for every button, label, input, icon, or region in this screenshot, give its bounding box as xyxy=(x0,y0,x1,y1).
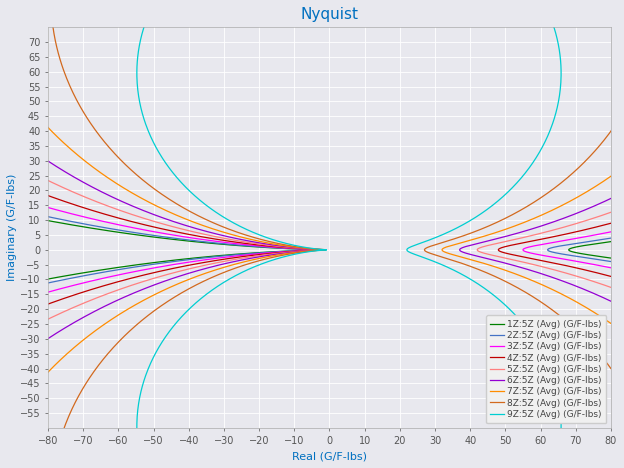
2Z:5Z (Avg) (G/F-lbs) xyxy=(281,249,288,254)
7Z:5Z (Avg) (G/F-lbs) xyxy=(320,247,328,252)
2Z:5Z (Avg) (G/F-lbs) xyxy=(314,247,322,252)
2Z:5Z (Avg) (G/F-lbs) xyxy=(88,222,95,228)
3Z:5Z (Avg) (G/F-lbs) xyxy=(318,247,325,253)
8Z:5Z (Avg) (G/F-lbs) xyxy=(322,247,329,253)
4Z:5Z (Avg) (G/F-lbs) xyxy=(291,249,298,254)
Line: 8Z:5Z (Avg) (G/F-lbs): 8Z:5Z (Avg) (G/F-lbs) xyxy=(51,0,624,468)
7Z:5Z (Avg) (G/F-lbs) xyxy=(321,247,328,253)
2Z:5Z (Avg) (G/F-lbs) xyxy=(298,248,305,253)
6Z:5Z (Avg) (G/F-lbs) xyxy=(319,247,326,252)
6Z:5Z (Avg) (G/F-lbs) xyxy=(299,249,306,254)
9Z:5Z (Avg) (G/F-lbs) xyxy=(246,228,254,234)
1Z:5Z (Avg) (G/F-lbs) xyxy=(313,247,321,252)
7Z:5Z (Avg) (G/F-lbs) xyxy=(198,272,206,278)
2Z:5Z (Avg) (G/F-lbs) xyxy=(316,247,324,253)
1Z:5Z (Avg) (G/F-lbs) xyxy=(276,249,284,254)
3Z:5Z (Avg) (G/F-lbs) xyxy=(100,275,107,281)
2Z:5Z (Avg) (G/F-lbs) xyxy=(316,247,324,253)
4Z:5Z (Avg) (G/F-lbs) xyxy=(304,248,311,253)
6Z:5Z (Avg) (G/F-lbs) xyxy=(320,247,328,253)
3Z:5Z (Avg) (G/F-lbs) xyxy=(116,222,124,228)
Legend: 1Z:5Z (Avg) (G/F-lbs), 2Z:5Z (Avg) (G/F-lbs), 3Z:5Z (Avg) (G/F-lbs), 4Z:5Z (Avg): 1Z:5Z (Avg) (G/F-lbs), 2Z:5Z (Avg) (G/F-… xyxy=(485,315,607,424)
9Z:5Z (Avg) (G/F-lbs) xyxy=(316,248,323,253)
7Z:5Z (Avg) (G/F-lbs) xyxy=(311,248,319,253)
Y-axis label: Imaginary (G/F-lbs): Imaginary (G/F-lbs) xyxy=(7,174,17,281)
4Z:5Z (Avg) (G/F-lbs) xyxy=(130,275,137,280)
3Z:5Z (Avg) (G/F-lbs) xyxy=(316,247,323,252)
9Z:5Z (Avg) (G/F-lbs) xyxy=(322,247,329,253)
6Z:5Z (Avg) (G/F-lbs) xyxy=(177,273,185,278)
7Z:5Z (Avg) (G/F-lbs) xyxy=(207,225,214,231)
6Z:5Z (Avg) (G/F-lbs) xyxy=(187,224,195,230)
4Z:5Z (Avg) (G/F-lbs) xyxy=(144,223,151,228)
6Z:5Z (Avg) (G/F-lbs) xyxy=(320,247,328,253)
2Z:5Z (Avg) (G/F-lbs) xyxy=(70,275,77,280)
4Z:5Z (Avg) (G/F-lbs) xyxy=(319,247,326,253)
1Z:5Z (Avg) (G/F-lbs) xyxy=(45,276,52,282)
5Z:5Z (Avg) (G/F-lbs) xyxy=(318,247,326,252)
7Z:5Z (Avg) (G/F-lbs) xyxy=(303,249,310,254)
1Z:5Z (Avg) (G/F-lbs) xyxy=(316,247,323,253)
8Z:5Z (Avg) (G/F-lbs) xyxy=(227,227,234,233)
3Z:5Z (Avg) (G/F-lbs) xyxy=(286,249,293,254)
1Z:5Z (Avg) (G/F-lbs) xyxy=(295,248,302,253)
1Z:5Z (Avg) (G/F-lbs) xyxy=(316,247,323,253)
Title: Nyquist: Nyquist xyxy=(301,7,358,22)
5Z:5Z (Avg) (G/F-lbs) xyxy=(167,223,175,229)
X-axis label: Real (G/F-lbs): Real (G/F-lbs) xyxy=(292,451,367,461)
8Z:5Z (Avg) (G/F-lbs) xyxy=(322,247,329,253)
3Z:5Z (Avg) (G/F-lbs) xyxy=(301,248,308,253)
8Z:5Z (Avg) (G/F-lbs) xyxy=(220,270,227,276)
4Z:5Z (Avg) (G/F-lbs) xyxy=(317,247,324,252)
9Z:5Z (Avg) (G/F-lbs) xyxy=(310,248,318,254)
8Z:5Z (Avg) (G/F-lbs) xyxy=(306,249,314,254)
9Z:5Z (Avg) (G/F-lbs) xyxy=(241,268,248,274)
9Z:5Z (Avg) (G/F-lbs) xyxy=(323,247,330,253)
9Z:5Z (Avg) (G/F-lbs) xyxy=(323,247,330,253)
5Z:5Z (Avg) (G/F-lbs) xyxy=(306,248,314,253)
1Z:5Z (Avg) (G/F-lbs) xyxy=(64,221,72,227)
4Z:5Z (Avg) (G/F-lbs) xyxy=(319,247,326,253)
8Z:5Z (Avg) (G/F-lbs) xyxy=(321,247,328,252)
5Z:5Z (Avg) (G/F-lbs) xyxy=(319,247,327,253)
Line: 9Z:5Z (Avg) (G/F-lbs): 9Z:5Z (Avg) (G/F-lbs) xyxy=(137,0,561,468)
7Z:5Z (Avg) (G/F-lbs) xyxy=(321,247,328,253)
5Z:5Z (Avg) (G/F-lbs) xyxy=(319,247,327,253)
3Z:5Z (Avg) (G/F-lbs) xyxy=(318,247,325,253)
5Z:5Z (Avg) (G/F-lbs) xyxy=(155,274,163,279)
8Z:5Z (Avg) (G/F-lbs) xyxy=(313,248,321,253)
5Z:5Z (Avg) (G/F-lbs) xyxy=(295,249,303,254)
9Z:5Z (Avg) (G/F-lbs) xyxy=(554,455,562,461)
6Z:5Z (Avg) (G/F-lbs) xyxy=(309,248,316,253)
